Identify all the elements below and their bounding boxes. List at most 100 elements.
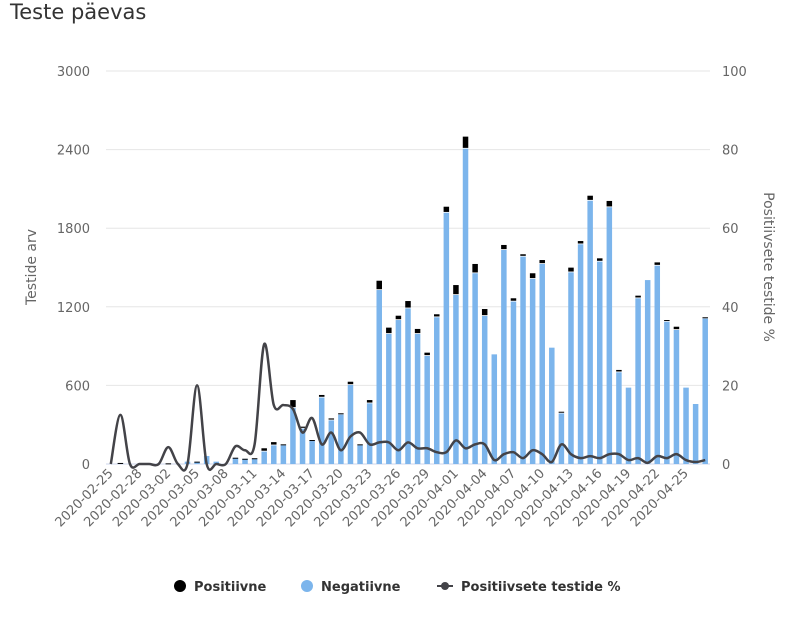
bar-positiivne[interactable] — [702, 317, 708, 319]
bar-negatiivne[interactable] — [261, 451, 267, 464]
bar-positiivne[interactable] — [654, 262, 661, 265]
bar-negatiivne[interactable] — [625, 387, 632, 464]
legend-item-negatiivne[interactable]: Negatiivne — [301, 580, 401, 595]
bar-negatiivne[interactable] — [242, 458, 248, 464]
bar-positiivne[interactable] — [606, 200, 613, 207]
bar-negatiivne[interactable] — [491, 354, 498, 464]
bar-negatiivne[interactable] — [194, 462, 200, 464]
bar-positiivne[interactable] — [443, 206, 450, 212]
bar-positiivne[interactable] — [299, 426, 306, 428]
bar-negatiivne[interactable] — [366, 403, 373, 464]
bar-negatiivne[interactable] — [616, 372, 622, 464]
bar-positiivne[interactable] — [673, 326, 680, 330]
bar-negatiivne[interactable] — [654, 265, 661, 464]
bar-positiivne[interactable] — [347, 381, 354, 385]
bar-positiivne[interactable] — [424, 352, 430, 356]
bar-positiivne[interactable] — [290, 400, 296, 408]
line-positiivsete-protsent[interactable] — [109, 342, 706, 472]
bar-positiivne[interactable] — [318, 394, 325, 397]
bar-negatiivne[interactable] — [376, 290, 382, 464]
bar-positiivne[interactable] — [587, 195, 593, 200]
bar-positiivne[interactable] — [405, 301, 411, 308]
bar-positiivne[interactable] — [568, 267, 574, 272]
bar-positiivne[interactable] — [386, 327, 392, 334]
bar-positiivne[interactable] — [462, 136, 469, 148]
bar-positiivne[interactable] — [194, 461, 200, 463]
bar-positiivne[interactable] — [558, 411, 565, 413]
bar-negatiivne[interactable] — [539, 263, 545, 464]
bar-positiivne[interactable] — [664, 320, 670, 322]
bar-positiivne[interactable] — [539, 260, 545, 264]
bar-positiivne[interactable] — [472, 263, 478, 273]
bar-negatiivne[interactable] — [453, 295, 459, 464]
bar-positiivne[interactable] — [117, 462, 124, 464]
bar-negatiivne[interactable] — [664, 321, 670, 464]
bar-positiivne[interactable] — [434, 314, 440, 317]
bar-positiivne[interactable] — [165, 463, 172, 465]
bar-positiivne[interactable] — [481, 309, 488, 316]
bar-positiivne[interactable] — [529, 273, 536, 279]
bar-negatiivne[interactable] — [271, 445, 277, 464]
bar-positiivne[interactable] — [328, 418, 335, 420]
bar-negatiivne[interactable] — [462, 148, 469, 465]
bar-negatiivne[interactable] — [683, 387, 689, 464]
bar-negatiivne[interactable] — [549, 347, 555, 464]
bar-negatiivne[interactable] — [299, 428, 306, 464]
bar-positiivne[interactable] — [261, 448, 267, 451]
bar-negatiivne[interactable] — [577, 244, 584, 464]
bar-positiivne[interactable] — [596, 258, 603, 261]
bar-negatiivne[interactable] — [280, 445, 287, 464]
bar-negatiivne[interactable] — [501, 249, 507, 464]
bar-negatiivne[interactable] — [443, 212, 450, 464]
bar-positiivne[interactable] — [242, 458, 248, 460]
bar-positiivne[interactable] — [414, 328, 421, 334]
bar-negatiivne[interactable] — [673, 329, 680, 464]
bar-positiivne[interactable] — [338, 413, 344, 415]
bar-negatiivne[interactable] — [568, 272, 574, 464]
bar-negatiivne[interactable] — [644, 280, 651, 464]
bar-positiivne[interactable] — [501, 244, 507, 250]
bar-positiivne[interactable] — [232, 457, 239, 459]
bar-negatiivne[interactable] — [347, 385, 354, 464]
bar-positiivne[interactable] — [366, 400, 373, 403]
bar-negatiivne[interactable] — [424, 355, 430, 464]
bar-negatiivne[interactable] — [405, 308, 411, 464]
bar-negatiivne[interactable] — [596, 261, 603, 464]
legend-item-positiivne[interactable]: Positiivne — [174, 580, 267, 595]
bar-negatiivne[interactable] — [692, 404, 699, 464]
bar-negatiivne[interactable] — [357, 445, 363, 464]
bar-negatiivne[interactable] — [558, 413, 565, 464]
bar-negatiivne[interactable] — [328, 420, 335, 464]
bar-positiivne[interactable] — [309, 440, 315, 442]
bar-negatiivne[interactable] — [635, 298, 641, 464]
bar-negatiivne[interactable] — [338, 414, 344, 464]
bar-negatiivne[interactable] — [395, 320, 402, 464]
bar-negatiivne[interactable] — [472, 273, 478, 464]
bar-positiivne[interactable] — [395, 315, 402, 320]
bar-negatiivne[interactable] — [587, 200, 593, 464]
bar-negatiivne[interactable] — [529, 278, 536, 464]
bar-negatiivne[interactable] — [290, 407, 296, 464]
bar-negatiivne[interactable] — [434, 317, 440, 464]
bar-negatiivne[interactable] — [606, 207, 613, 465]
bar-positiivne[interactable] — [251, 458, 258, 460]
bar-negatiivne[interactable] — [318, 397, 325, 464]
bar-positiivne[interactable] — [280, 444, 287, 446]
bar-positiivne[interactable] — [577, 241, 584, 244]
bar-positiivne[interactable] — [376, 280, 382, 290]
bar-negatiivne[interactable] — [386, 333, 392, 464]
bar-negatiivne[interactable] — [481, 315, 488, 464]
bar-positiivne[interactable] — [635, 295, 641, 298]
bar-positiivne[interactable] — [357, 444, 363, 446]
bar-negatiivne[interactable] — [232, 457, 239, 464]
bar-negatiivne[interactable] — [414, 333, 421, 464]
bar-positiivne[interactable] — [510, 298, 517, 301]
bar-negatiivne[interactable] — [309, 441, 315, 464]
bar-positiivne[interactable] — [616, 369, 622, 372]
bar-positiivne[interactable] — [520, 254, 526, 256]
bar-negatiivne[interactable] — [702, 318, 708, 464]
bar-negatiivne[interactable] — [510, 301, 517, 464]
bar-positiivne[interactable] — [453, 285, 459, 295]
bar-positiivne[interactable] — [271, 442, 277, 445]
bar-negatiivne[interactable] — [520, 256, 526, 464]
